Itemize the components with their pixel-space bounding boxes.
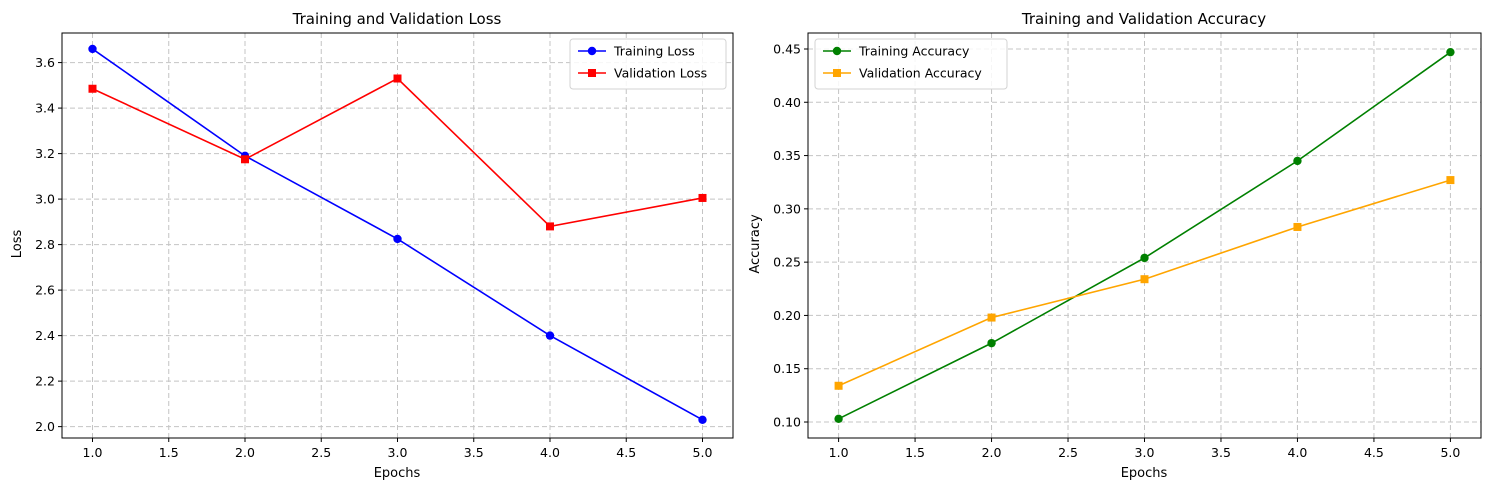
accuracy-y-axis-label: Accuracy [748,214,763,274]
validation-loss-point [698,193,707,202]
training-loss-point [545,331,555,340]
validation-loss-point [241,155,249,164]
loss-y-tick-label: 2.2 [35,374,55,389]
training-loss-legend-label: Training Loss [613,44,695,59]
accuracy-x-tick-label: 4.0 [1288,445,1308,460]
training-loss-point [88,44,97,54]
validation-loss-legend-label: Validation Loss [614,66,707,81]
accuracy-axes-frame [807,32,1482,439]
training-accuracy-point [1293,156,1302,166]
validation-loss-point [546,222,554,231]
accuracy-x-axis-label: Epochs [1121,466,1168,481]
loss-x-tick-label: 5.0 [693,445,713,460]
accuracy-x-tick-label: 5.0 [1440,445,1460,460]
training-loss-legend-marker [587,46,597,56]
accuracy-y-tick-label: 0.15 [773,361,801,376]
loss-chart-panel: Training and Validation Loss Epochs Loss… [10,10,734,481]
accuracy-y-tick-label: 0.25 [773,255,801,270]
loss-y-tick-label: 2.6 [35,283,55,298]
loss-y-tick-label: 2.0 [35,419,55,434]
accuracy-chart-title: Training and Validation Accuracy [1021,10,1266,28]
loss-y-tick-label: 2.8 [35,237,55,252]
loss-x-tick-label: 1.5 [159,445,179,460]
validation-accuracy-point [834,381,843,390]
validation-accuracy-series [834,176,1455,390]
accuracy-y-tick-label: 0.35 [773,148,801,163]
training-accuracy-point [834,414,843,424]
training-loss-point [393,234,402,244]
accuracy-y-tick-label: 0.30 [773,201,801,216]
validation-accuracy-legend-marker [833,69,841,77]
validation-accuracy-point [987,313,996,322]
loss-x-tick-label: 4.0 [540,445,560,460]
validation-loss-point [393,74,402,83]
loss-legend: Training Loss Validation Loss [569,38,727,90]
validation-loss-point [88,84,97,93]
accuracy-y-tick-label: 0.10 [773,415,801,430]
loss-x-axis-label: Epochs [374,466,421,481]
training-accuracy-legend-marker [832,46,842,56]
loss-y-tick-label: 3.0 [35,192,55,207]
validation-accuracy-point [1446,176,1455,185]
loss-y-tick-label: 3.6 [35,55,55,70]
accuracy-y-tick-label: 0.20 [773,308,801,323]
validation-accuracy-point [1140,275,1149,284]
training-loss-point [698,415,707,424]
loss-y-tick-label: 2.4 [35,328,55,343]
accuracy-y-tick-label: 0.40 [773,95,801,110]
training-accuracy-point [987,338,996,348]
loss-chart-title: Training and Validation Loss [292,10,502,28]
accuracy-x-tick-label: 3.5 [1211,445,1231,460]
training-accuracy-legend-label: Training Accuracy [858,44,970,59]
validation-loss-series [88,74,707,231]
accuracy-x-tick-label: 1.0 [829,445,849,460]
accuracy-x-tick-label: 2.5 [1058,445,1078,460]
loss-axes-frame [61,32,734,439]
validation-accuracy-point [1293,222,1302,231]
loss-y-axis-label: Loss [10,230,25,259]
training-accuracy-point [1140,253,1149,263]
loss-grid [62,33,733,438]
loss-y-tick-label: 3.2 [35,146,55,161]
loss-y-tick-label: 3.4 [35,101,55,116]
loss-legend-box [569,38,727,90]
validation-accuracy-legend-label: Validation Accuracy [859,66,982,81]
loss-x-tick-label: 3.0 [388,445,408,460]
accuracy-legend-box [814,38,1008,90]
loss-x-tick-label: 3.5 [464,445,484,460]
training-accuracy-point [1446,47,1455,57]
accuracy-x-tick-label: 1.5 [905,445,925,460]
accuracy-chart-panel: Training and Validation Accuracy Epochs … [748,10,1482,481]
accuracy-y-tick-label: 0.45 [773,41,801,56]
accuracy-x-tick-label: 3.0 [1135,445,1155,460]
accuracy-x-tick-label: 2.0 [982,445,1002,460]
loss-x-tick-label: 4.5 [616,445,636,460]
accuracy-legend: Training Accuracy Validation Accuracy [814,38,1008,90]
training-loss-series [88,44,707,424]
accuracy-x-tick-label: 4.5 [1364,445,1384,460]
accuracy-grid [808,33,1481,438]
validation-loss-legend-marker [588,69,596,77]
loss-x-tick-label: 2.0 [235,445,255,460]
training-accuracy-series [834,47,1455,424]
loss-x-tick-label: 1.0 [83,445,103,460]
loss-x-tick-label: 2.5 [311,445,331,460]
